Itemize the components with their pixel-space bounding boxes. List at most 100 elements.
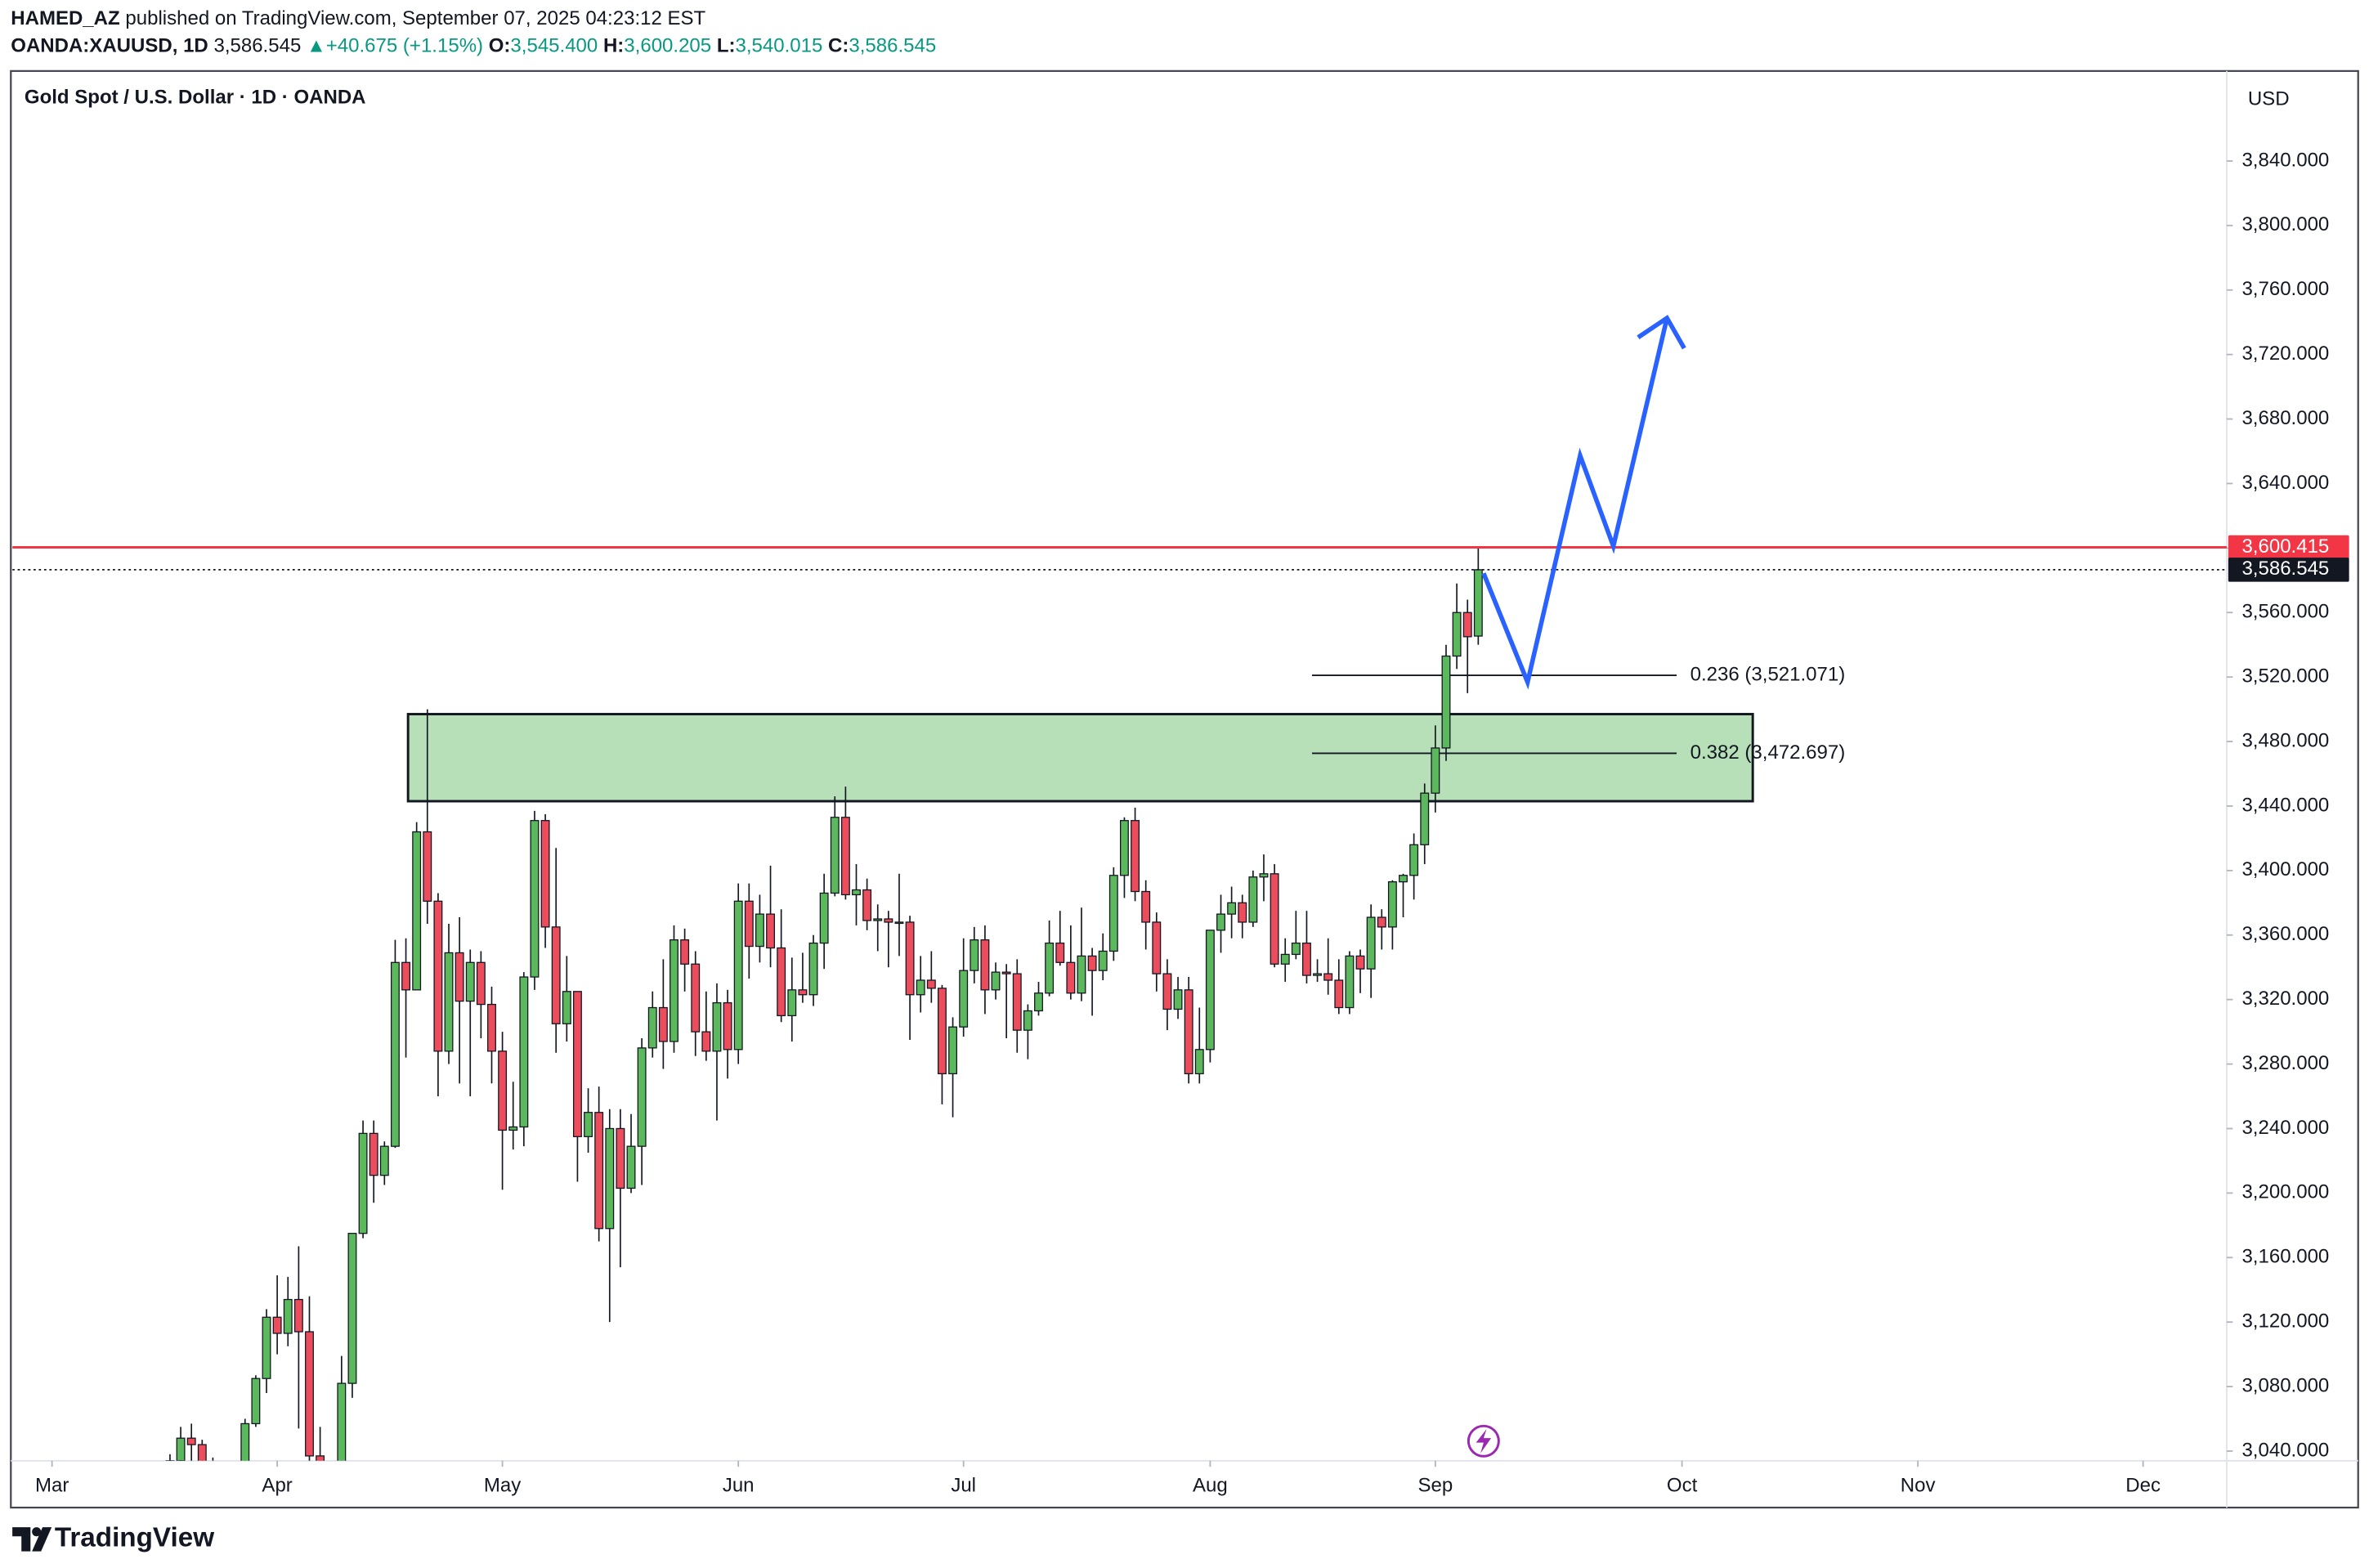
candle-body bbox=[551, 926, 561, 1024]
h-label: H: bbox=[603, 35, 624, 57]
chart-title: Gold Spot / U.S. Dollar · 1D · OANDA bbox=[25, 86, 366, 108]
candle-body bbox=[251, 1378, 261, 1425]
candle-body bbox=[926, 979, 936, 989]
ohlc-line: OANDA:XAUUSD, 1D 3,586.545 ▲+40.675 (+1.… bbox=[11, 35, 936, 57]
brand: TradingView bbox=[55, 1523, 214, 1553]
candle-body bbox=[723, 1001, 732, 1051]
candle-body bbox=[584, 1112, 593, 1137]
candle-body bbox=[262, 1316, 271, 1379]
candle-body bbox=[433, 900, 443, 1052]
candle-body bbox=[873, 918, 883, 921]
candle-body bbox=[691, 963, 701, 1033]
currency: USD bbox=[2248, 87, 2290, 110]
y-tick-label: 3,240.000 bbox=[2241, 1117, 2329, 1139]
candle-body bbox=[1462, 612, 1472, 638]
price-label: 3,586.545 bbox=[2241, 558, 2329, 580]
candle-body bbox=[1366, 916, 1376, 970]
candle-body bbox=[540, 820, 550, 928]
arrow: ▲ bbox=[307, 35, 326, 57]
y-tick-label: 3,200.000 bbox=[2241, 1181, 2329, 1203]
x-tick-label: Aug bbox=[1193, 1475, 1228, 1497]
candle-body bbox=[916, 979, 925, 996]
candle-body bbox=[1280, 953, 1290, 965]
candle-body bbox=[423, 831, 432, 902]
candle-body bbox=[1334, 979, 1344, 1009]
candle-body bbox=[1077, 955, 1086, 994]
y-tick-label: 3,040.000 bbox=[2241, 1439, 2329, 1461]
candle-body bbox=[766, 913, 776, 949]
projection-path bbox=[1481, 317, 1669, 690]
y-tick-label: 3,120.000 bbox=[2241, 1310, 2329, 1333]
y-tick-label: 3,800.000 bbox=[2241, 213, 2329, 235]
change: +40.675 (+1.15%) bbox=[326, 35, 483, 57]
c-value: 3,586.545 bbox=[849, 35, 936, 57]
candle-body bbox=[937, 988, 947, 1075]
x-tick-label: Apr bbox=[262, 1475, 292, 1497]
candle-body bbox=[1441, 655, 1451, 749]
c-label: C: bbox=[828, 35, 849, 57]
candle-body bbox=[1345, 955, 1355, 1009]
candle-body bbox=[959, 970, 969, 1028]
axes: 3,040.000 3,080.000 3,120.000 3,160.000 3,20… bbox=[35, 149, 2349, 1497]
candle-body bbox=[852, 889, 861, 896]
support-zone bbox=[406, 713, 1754, 803]
candle-body bbox=[465, 961, 475, 1002]
candle-body bbox=[197, 1444, 207, 1461]
y-tick-label: 3,680.000 bbox=[2241, 407, 2329, 429]
tradingview-logo: TradingView bbox=[12, 1523, 214, 1553]
candle-body bbox=[390, 961, 400, 1147]
y-tick-label: 3,560.000 bbox=[2241, 601, 2329, 623]
y-tick-label: 3,520.000 bbox=[2241, 665, 2329, 687]
candle-body bbox=[1152, 921, 1162, 974]
candle-body bbox=[358, 1132, 368, 1234]
candle-body bbox=[808, 942, 818, 996]
candle-body bbox=[1173, 989, 1183, 1010]
candle-body bbox=[905, 921, 915, 996]
y-tick-label: 3,080.000 bbox=[2241, 1374, 2329, 1396]
l-label: L: bbox=[717, 35, 736, 57]
y-tick-label: 3,160.000 bbox=[2241, 1246, 2329, 1268]
candle-body bbox=[744, 900, 754, 948]
candle-body bbox=[1119, 820, 1129, 876]
x-tick-label: Nov bbox=[1901, 1475, 1936, 1497]
candle-body bbox=[1259, 873, 1269, 878]
price-label-box bbox=[2228, 558, 2349, 582]
x-tick-label: Jul bbox=[951, 1475, 976, 1497]
candle-body bbox=[1131, 820, 1140, 893]
candle-body bbox=[787, 989, 797, 1017]
o-label: O: bbox=[489, 35, 511, 57]
candle-body bbox=[991, 971, 1001, 991]
candle-body bbox=[777, 947, 786, 1017]
candle-body bbox=[680, 939, 690, 965]
candle-body bbox=[337, 1382, 347, 1461]
projection-arrowhead bbox=[1637, 315, 1686, 350]
candle-body bbox=[444, 952, 454, 1052]
candle-body bbox=[884, 918, 893, 923]
candle-body bbox=[347, 1233, 357, 1384]
published: published on TradingView.com, September … bbox=[125, 7, 705, 29]
y-tick-label: 3,320.000 bbox=[2241, 988, 2329, 1010]
last-price: 3,586.545 bbox=[213, 35, 301, 57]
candle-body bbox=[369, 1132, 378, 1176]
candle-body bbox=[798, 989, 808, 996]
chart-frame bbox=[10, 69, 2359, 1509]
candle-body bbox=[316, 1455, 325, 1461]
fib-label: 0.382 (3,472.697) bbox=[1691, 741, 1846, 764]
candle-body bbox=[1023, 1010, 1032, 1031]
candle-body bbox=[605, 1127, 615, 1230]
candle-body bbox=[1184, 989, 1193, 1075]
candle-body bbox=[305, 1331, 314, 1457]
candle-body bbox=[712, 1001, 722, 1052]
candle-body bbox=[1216, 913, 1225, 931]
author: HAMED_AZ bbox=[11, 7, 119, 29]
candle-body bbox=[487, 1003, 496, 1052]
candle-body bbox=[637, 1047, 647, 1147]
l-value: 3,540.015 bbox=[736, 35, 823, 57]
candle-body bbox=[379, 1145, 389, 1176]
candle-body bbox=[498, 1051, 508, 1131]
candle-body bbox=[1302, 942, 1311, 976]
y-tick-label: 3,280.000 bbox=[2241, 1052, 2329, 1074]
y-tick-label: 3,840.000 bbox=[2241, 149, 2329, 171]
candle-body bbox=[272, 1316, 282, 1334]
